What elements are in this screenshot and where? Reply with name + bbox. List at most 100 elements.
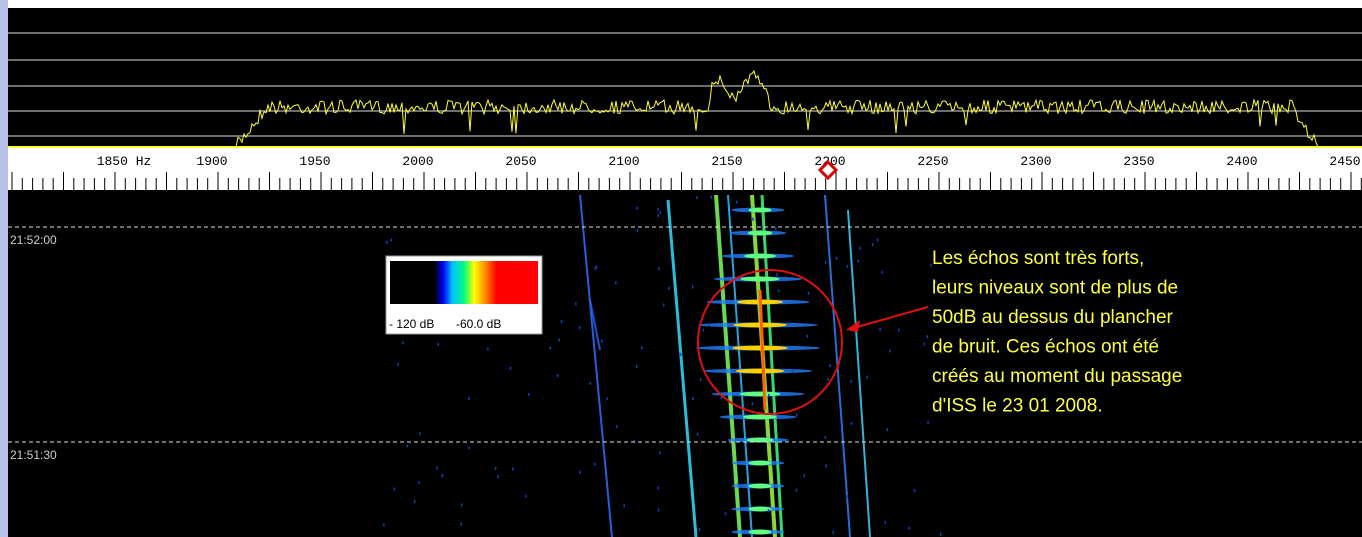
noise (657, 208, 659, 211)
time-label: 21:51:30 (10, 448, 57, 462)
annotation-line: d'ISS le 23 01 2008. (932, 396, 1103, 417)
noise (699, 528, 701, 531)
noise (940, 533, 942, 536)
color-scale-label: - 120 dB (389, 317, 434, 331)
noise (390, 239, 392, 242)
echo-burst (743, 415, 777, 420)
noise (550, 346, 552, 349)
noise (636, 365, 638, 368)
noise (877, 238, 879, 241)
echo-burst (741, 277, 780, 282)
noise (866, 376, 868, 379)
noise (768, 394, 770, 397)
noise (658, 509, 660, 512)
noise (850, 380, 852, 383)
echo-burst (732, 346, 788, 351)
noise (561, 320, 563, 323)
frequency-label: 2450 (1329, 154, 1360, 169)
noise (796, 414, 798, 417)
noise (557, 374, 559, 377)
noise (419, 432, 421, 435)
noise (768, 509, 770, 512)
noise (791, 369, 793, 372)
noise (775, 227, 777, 230)
noise (872, 243, 874, 246)
echo-burst (749, 484, 772, 489)
frequency-label: 2250 (917, 154, 948, 169)
frequency-label: 2050 (505, 154, 536, 169)
noise (710, 196, 712, 199)
noise (887, 428, 889, 431)
noise (579, 471, 581, 474)
color-scale-label: -60.0 dB (456, 317, 501, 331)
noise (558, 338, 560, 341)
noise (495, 467, 497, 470)
noise (623, 504, 625, 507)
noise (596, 265, 598, 268)
annotation-line: leurs niveaux sont de plus de (932, 278, 1178, 299)
noise (721, 396, 723, 399)
noise (637, 229, 639, 232)
frequency-label: 2350 (1123, 154, 1154, 169)
noise (808, 292, 810, 295)
frequency-label: 1850 Hz (97, 154, 152, 169)
noise (590, 382, 592, 385)
noise (414, 500, 416, 503)
noise (594, 463, 596, 466)
noise (407, 444, 409, 447)
noise (418, 481, 420, 484)
noise (738, 482, 740, 485)
noise (636, 207, 638, 210)
noise (889, 349, 891, 352)
frequency-label: 1900 (196, 154, 227, 169)
noise (926, 335, 928, 338)
noise (796, 489, 798, 492)
noise (847, 495, 849, 498)
noise (606, 397, 608, 400)
frequency-label: 2000 (402, 154, 433, 169)
echo-burst (748, 231, 773, 236)
noise (825, 261, 827, 264)
noise (829, 364, 831, 367)
frequency-label: 1950 (299, 154, 330, 169)
left-border (0, 0, 8, 537)
noise (461, 503, 463, 506)
echo-burst (739, 392, 780, 397)
noise (397, 363, 399, 366)
noise (857, 260, 859, 263)
echo-burst (749, 461, 772, 466)
noise (825, 436, 827, 439)
noise (468, 446, 470, 449)
noise (836, 257, 838, 260)
noise (497, 475, 499, 478)
noise (692, 286, 694, 289)
noise (436, 466, 438, 469)
frequency-label: 2150 (711, 154, 742, 169)
noise (708, 323, 710, 326)
noise (525, 495, 527, 498)
noise (616, 425, 618, 428)
noise (807, 335, 809, 338)
noise (725, 512, 727, 515)
noise (668, 287, 670, 290)
noise (386, 241, 388, 244)
color-gradient (390, 261, 538, 304)
noise (885, 521, 887, 524)
time-label: 21:52:00 (10, 233, 57, 247)
noise (825, 464, 827, 467)
noise (658, 267, 660, 270)
noise (847, 265, 849, 268)
noise (579, 326, 581, 329)
spectrum-area (8, 8, 1362, 148)
echo-burst (749, 530, 772, 535)
echo-burst (749, 208, 772, 213)
noise (660, 211, 662, 214)
page: 1850 Hz190019502000205021002150220022502… (0, 0, 1362, 537)
noise (697, 433, 699, 436)
noise (859, 247, 861, 250)
noise (442, 474, 444, 477)
noise (641, 346, 643, 349)
noise (752, 218, 754, 221)
frequency-label: 2400 (1226, 154, 1257, 169)
frequency-label: 2100 (608, 154, 639, 169)
